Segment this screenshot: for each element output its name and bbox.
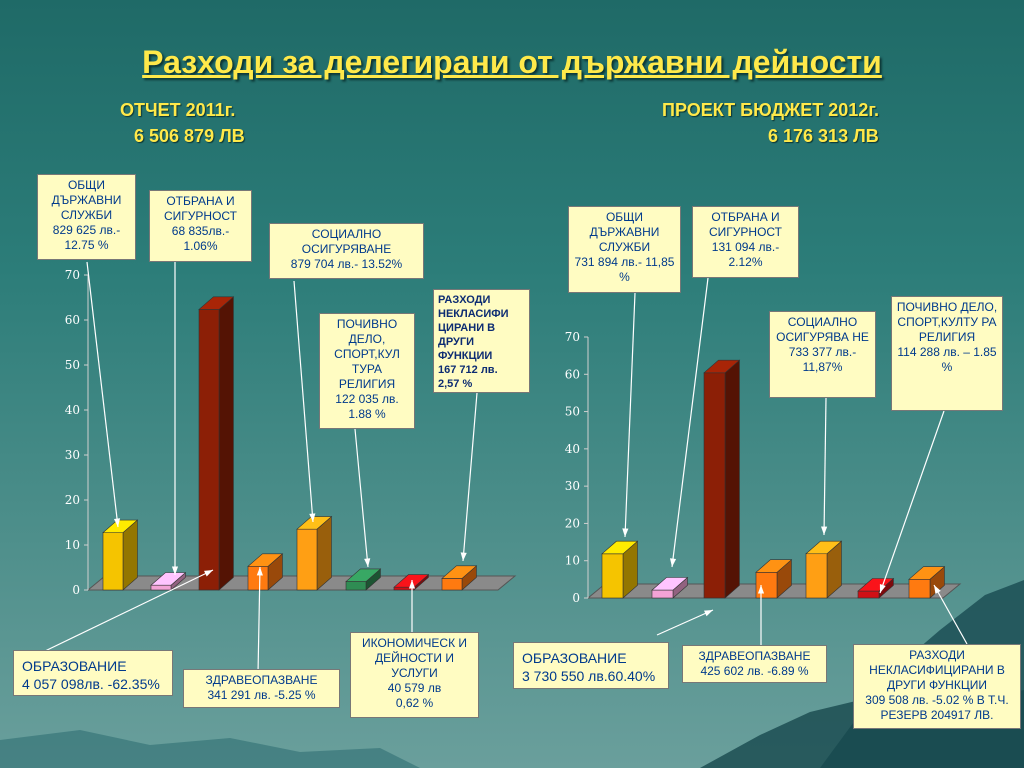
y-tick-label-2011: 30 (65, 448, 80, 462)
arrowhead-leisure-culture-2012 (879, 584, 886, 593)
bar-defense-2011-top (150, 572, 187, 586)
callout-unclassified-2012: РАЗХОДИ НЕКЛАСИФИЦИРАНИ В ДРУГИ ФУНКЦИИ … (853, 644, 1021, 729)
arrowhead-education-2012 (704, 610, 713, 617)
y-tick-label-2011: 10 (65, 538, 80, 552)
left-report-label: ОТЧЕТ 2011г. (120, 100, 236, 120)
y-tick-label-2012: 50 (565, 405, 580, 419)
bar-social-insurance-2011 (296, 528, 318, 591)
arrowhead-social-insurance-2012 (821, 526, 828, 535)
callout-healthcare-2011: ЗДРАВЕОПАЗВАНЕ 341 291 лв. -5.25 % (183, 669, 340, 708)
y-tick-label-2012: 20 (565, 516, 580, 530)
bar-leisure-culture-2011 (345, 581, 367, 591)
y-tick-label-2012: 70 (565, 330, 580, 344)
y-tick-label-2012: 0 (572, 591, 580, 605)
arrow-social-insurance-2011 (293, 280, 314, 523)
bar-education-2011-top (198, 296, 235, 310)
callout-unclassified-2011: РАЗХОДИ НЕКЛАСИФИ ЦИРАНИ В ДРУГИ ФУНКЦИИ… (433, 289, 530, 393)
callout-general-services-2011: ОБЩИ ДЪРЖАВНИ СЛУЖБИ 829 625 лв.- 12.75 … (37, 174, 136, 260)
right-budget-label: ПРОЕКТ БЮДЖЕТ 2012г. (662, 100, 880, 120)
bar-defense-2011 (150, 584, 172, 591)
bar-healthcare-2011-top (247, 553, 284, 567)
bar-unclassified-2011 (441, 578, 463, 591)
arrow-education-2011 (42, 569, 214, 653)
arrowhead-general-services-2012 (622, 528, 629, 537)
arrowhead-general-services-2011 (113, 518, 121, 527)
callout-healthcare-2012: ЗДРАВЕОПАЗВАНЕ 425 602 лв. -6.89 % (682, 645, 827, 683)
bar-unclassified-2012 (908, 578, 931, 599)
left-report-total: 6 506 879 ЛВ (134, 126, 245, 146)
bar-defense-2012 (651, 589, 674, 599)
y-tick-label-2011: 70 (65, 268, 80, 282)
y-tick-label-2012: 30 (565, 479, 580, 493)
bar-defense-2012-top (651, 577, 689, 591)
bar-education-2012-top (703, 359, 741, 374)
arrowhead-healthcare-2011 (256, 567, 263, 576)
arrow-education-2012 (656, 609, 714, 636)
arrowhead-economic-activities-2011 (408, 580, 416, 589)
bar-healthcare-2012-top (755, 559, 793, 573)
callout-defense-2011: ОТБРАНА И СИГУРНОСТ 68 835лв.- 1.06% (149, 190, 252, 262)
bar-social-insurance-2012-top (805, 540, 843, 555)
arrow-leisure-culture-2012 (879, 410, 945, 594)
y-tick-label-2011: 0 (72, 583, 80, 597)
bar-healthcare-2012 (755, 572, 778, 599)
arrow-unclassified-2011 (462, 392, 478, 562)
arrow-healthcare-2011 (257, 566, 261, 675)
bar-leisure-culture-2012 (857, 590, 880, 599)
callout-leisure-culture-2012: ПОЧИВНО ДЕЛО, СПОРТ,КУЛТУ РА РЕЛИГИЯ 114… (891, 296, 1003, 411)
bar-general-services-2011 (102, 532, 124, 591)
bar-general-services-2012-top (601, 540, 639, 555)
callout-general-services-2012: ОБЩИ ДЪРЖАВНИ СЛУЖБИ 731 894 лв.- 11,85 … (568, 206, 681, 293)
y-tick-label-2012: 60 (565, 367, 580, 381)
callout-education-2011: ОБРАЗОВАНИЕ 4 057 098лв. -62.35% (13, 650, 173, 696)
arrowhead-unclassified-2012 (934, 585, 941, 594)
bar-unclassified-2012-top (908, 566, 946, 580)
arrowhead-defense-2011 (171, 566, 179, 575)
callout-social-insurance-2012: СОЦИАЛНО ОСИГУРЯВА НЕ 733 377 лв.- 11,87… (769, 311, 876, 398)
page-title: Разходи за делегирани от държавни дейнос… (142, 44, 882, 80)
callout-social-insurance-2011: СОЦИАЛНО ОСИГУРЯВАНЕ 879 704 лв.- 13.52% (269, 223, 424, 279)
bar-healthcare-2011 (247, 566, 269, 591)
callout-leisure-culture-2011: ПОЧИВНО ДЕЛО, СПОРТ,КУЛ ТУРА РЕЛИГИЯ 122… (319, 313, 415, 429)
bar-education-2011 (198, 309, 220, 591)
arrow-unclassified-2012 (933, 584, 968, 645)
right-budget-total: 6 176 313 ЛВ (768, 126, 879, 146)
y-tick-label-2012: 10 (565, 554, 580, 568)
callout-education-2012: ОБРАЗОВАНИЕ 3 730 550 лв.60.40% (513, 642, 669, 689)
bar-education-2012 (703, 372, 726, 599)
bar-education-2011-side (218, 296, 234, 591)
arrowhead-healthcare-2012 (757, 585, 765, 594)
bar-social-insurance-2012 (805, 553, 828, 599)
y-tick-label-2012: 40 (565, 442, 580, 456)
bar-education-2012-side (724, 359, 740, 599)
arrowhead-education-2011 (204, 570, 213, 577)
bar-unclassified-2011-top (441, 565, 478, 579)
bar-leisure-culture-2011-top (345, 568, 382, 582)
arrowhead-social-insurance-2011 (309, 513, 316, 522)
arrow-defense-2012 (671, 277, 709, 568)
callout-economic-activities-2011: ИКОНОМИЧЕСК И ДЕЙНОСТИ И УСЛУГИ 40 579 л… (350, 632, 479, 718)
bar-social-insurance-2011-top (296, 516, 333, 530)
arrow-leisure-culture-2011 (354, 428, 369, 568)
bar-general-services-2012 (601, 553, 624, 599)
y-tick-label-2011: 20 (65, 493, 80, 507)
arrow-general-services-2011 (86, 261, 119, 528)
arrowhead-leisure-culture-2011 (364, 558, 371, 567)
bar-general-services-2011-top (102, 519, 139, 533)
arrow-general-services-2012 (624, 292, 636, 538)
y-tick-label-2011: 50 (65, 358, 80, 372)
arrowhead-unclassified-2011 (460, 552, 467, 561)
callout-defense-2012: ОТБРАНА И СИГУРНОСТ 131 094 лв.- 2.12% (692, 206, 799, 278)
arrow-social-insurance-2012 (823, 397, 827, 536)
arrowhead-defense-2012 (669, 558, 677, 567)
y-tick-label-2011: 40 (65, 403, 80, 417)
y-tick-label-2011: 60 (65, 313, 80, 327)
bar-economic-activities-2011-top (393, 574, 430, 588)
